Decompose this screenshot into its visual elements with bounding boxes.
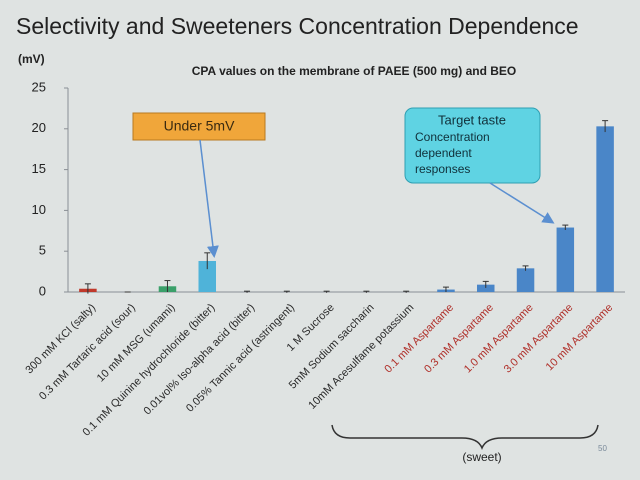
y-tick-label: 5 [39,243,46,258]
annotation-box [404,107,541,184]
annotation: dependent [415,146,472,160]
x-tick-label: 10 mM MSG (umami) [95,302,178,385]
group-label: (sweet) [462,450,501,464]
y-tick-label: 20 [32,120,46,135]
bar [516,268,535,292]
y-tick-label: 10 [32,202,46,217]
y-tick-label: 25 [32,79,46,94]
bar [556,227,575,292]
arrow [489,182,555,224]
title: Selectivity and Sweeteners Concentration… [16,13,579,39]
x-tick-label: 300 mM KCl (salty) [23,302,98,377]
y-tick-label: 15 [32,161,46,176]
subtitle: CPA values on the membrane of PAEE (500 … [192,64,517,78]
page-number: 50 [598,444,607,453]
annotation: Under 5mV [164,118,235,134]
brace [331,424,599,451]
annotation: Concentration [415,130,490,144]
x-tick-label: 3.0 mM Aspartame [502,302,576,376]
y-tick-label: 0 [39,283,46,298]
bar [198,260,217,292]
y-axis-label: (mV) [18,52,45,66]
bar [476,284,495,292]
x-tick-label: 1.0 mM Aspartame [462,302,536,376]
annotation: Target taste [438,112,506,127]
arrow [199,139,219,258]
annotation: responses [415,162,470,176]
x-tick-label: 0.1 mM Aspartame [382,302,456,376]
annotation-box [132,112,266,141]
bar [596,126,614,293]
x-tick-label: 10 mM Aspartame [544,302,616,374]
x-tick-label: 0.3 mM Aspartame [422,302,496,376]
